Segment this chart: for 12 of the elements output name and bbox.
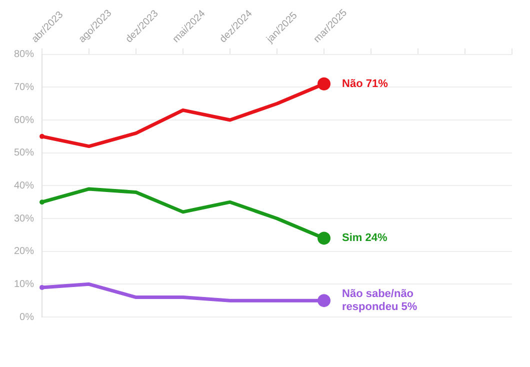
text: Sim 24% [342, 232, 388, 244]
text: Não 71% [342, 78, 388, 90]
y-tick-label: 20% [14, 246, 34, 258]
y-tick-label: 40% [14, 180, 34, 192]
y-tick-label: 50% [14, 148, 34, 159]
y-tick-label: 70% [14, 82, 34, 93]
y-tick-label: 10% [14, 278, 34, 290]
y-tick-label: 30% [14, 213, 34, 224]
text: Não sabe/não respondeu 5% [342, 288, 418, 314]
y-tick-label: 80% [14, 49, 34, 60]
y-tick-label: 60% [14, 114, 34, 126]
y-tick-label: 0% [20, 312, 34, 323]
